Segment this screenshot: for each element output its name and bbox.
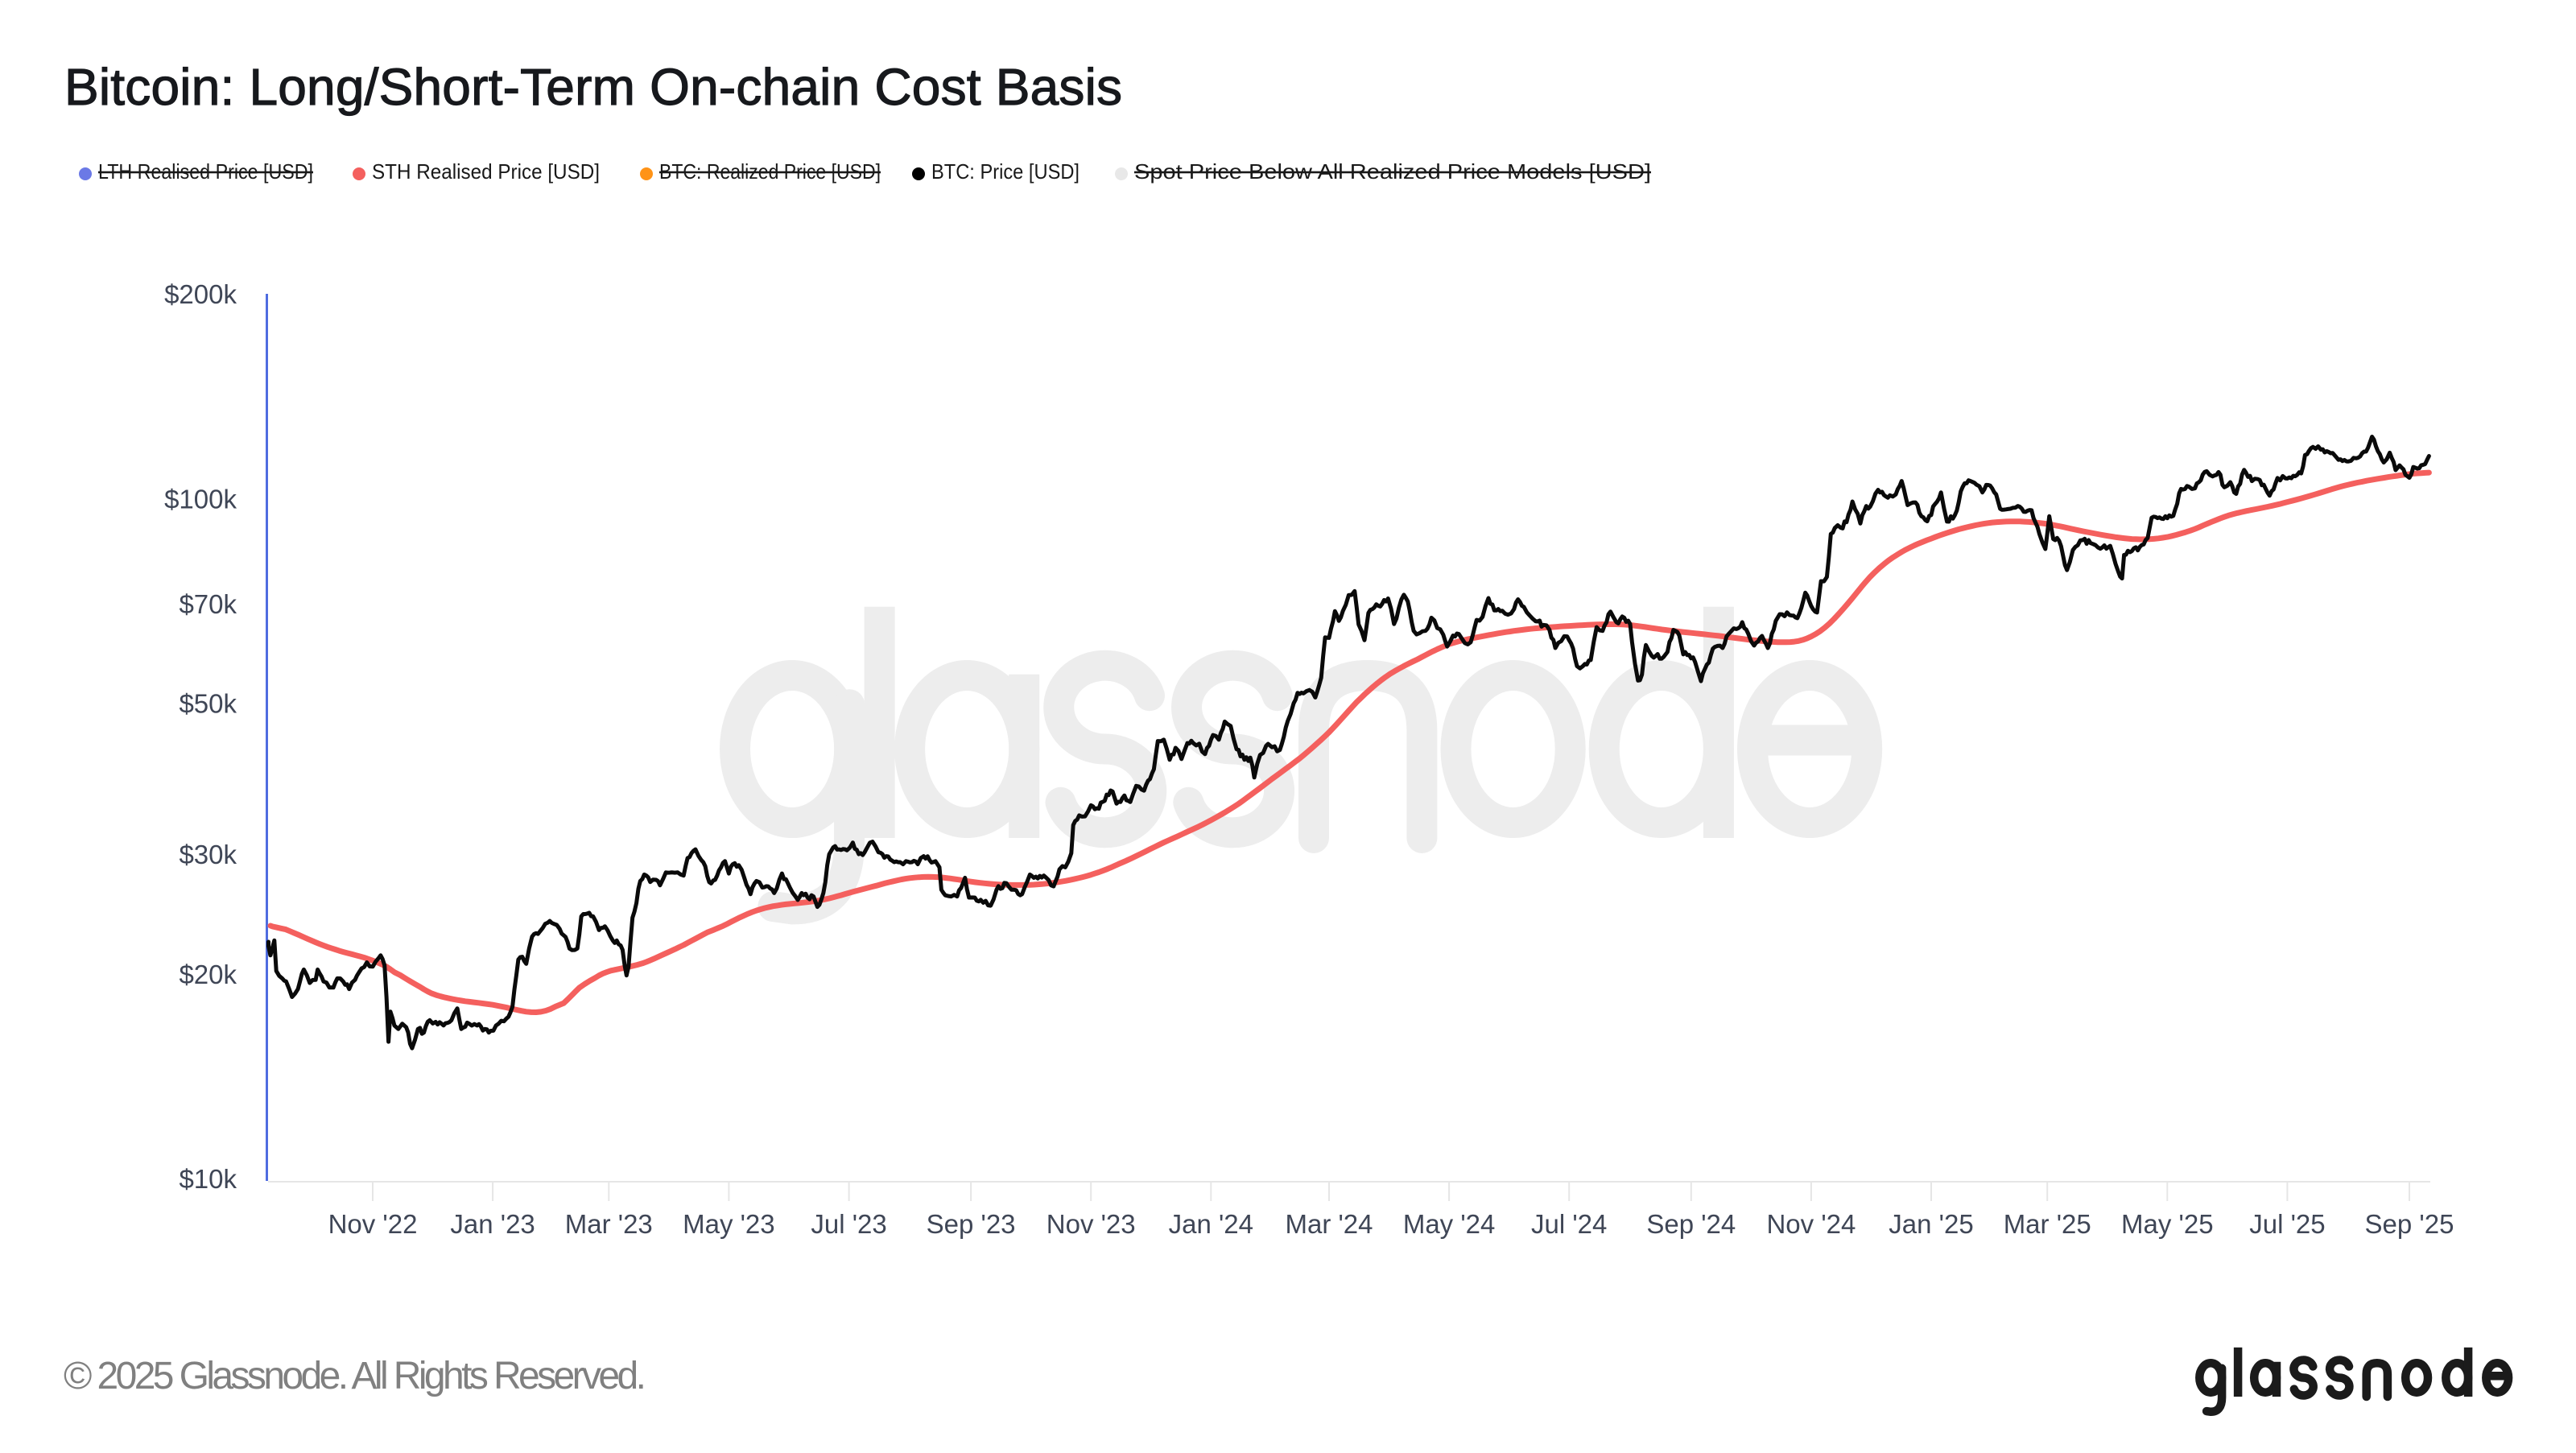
svg-text:$20k: $20k — [179, 960, 237, 989]
svg-text:$10k: $10k — [179, 1164, 237, 1194]
svg-text:Mar '23: Mar '23 — [565, 1209, 653, 1239]
svg-text:$50k: $50k — [179, 689, 237, 719]
svg-text:Jan '23: Jan '23 — [450, 1209, 535, 1239]
svg-text:BTC: Price [USD]: BTC: Price [USD] — [931, 159, 1080, 184]
svg-text:Jul '23: Jul '23 — [811, 1209, 886, 1239]
svg-text:Sep '23: Sep '23 — [927, 1209, 1016, 1239]
svg-text:Jul '24: Jul '24 — [1531, 1209, 1607, 1239]
svg-text:Sep '24: Sep '24 — [1646, 1209, 1736, 1239]
svg-text:© 2025 Glassnode. All Rights R: © 2025 Glassnode. All Rights Reserved. — [64, 1355, 643, 1397]
svg-text:Jan '25: Jan '25 — [1889, 1209, 1973, 1239]
svg-text:STH Realised Price [USD]: STH Realised Price [USD] — [372, 159, 600, 184]
svg-text:Mar '24: Mar '24 — [1285, 1209, 1373, 1239]
svg-text:Bitcoin: Long/Short-Term On-ch: Bitcoin: Long/Short-Term On-chain Cost B… — [64, 58, 1122, 116]
svg-text:Spot Price Below All Realized: Spot Price Below All Realized Price Mode… — [1134, 159, 1651, 184]
svg-text:$70k: $70k — [179, 589, 237, 619]
svg-text:$200k: $200k — [164, 279, 237, 309]
svg-text:Nov '22: Nov '22 — [328, 1209, 418, 1239]
svg-text:LTH Realised Price [USD]: LTH Realised Price [USD] — [98, 159, 313, 184]
svg-text:$30k: $30k — [179, 840, 237, 869]
svg-text:Jan '24: Jan '24 — [1169, 1209, 1253, 1239]
svg-text:BTC: Realized Price [USD]: BTC: Realized Price [USD] — [659, 159, 881, 184]
svg-text:May '24: May '24 — [1403, 1209, 1496, 1239]
svg-text:Nov '24: Nov '24 — [1766, 1209, 1856, 1239]
svg-text:May '25: May '25 — [2121, 1209, 2214, 1239]
svg-text:Jul '25: Jul '25 — [2249, 1209, 2325, 1239]
svg-text:May '23: May '23 — [683, 1209, 775, 1239]
svg-text:Mar '25: Mar '25 — [2004, 1209, 2091, 1239]
svg-text:Nov '23: Nov '23 — [1046, 1209, 1136, 1239]
svg-text:Sep '25: Sep '25 — [2365, 1209, 2454, 1239]
svg-text:$100k: $100k — [164, 484, 237, 514]
